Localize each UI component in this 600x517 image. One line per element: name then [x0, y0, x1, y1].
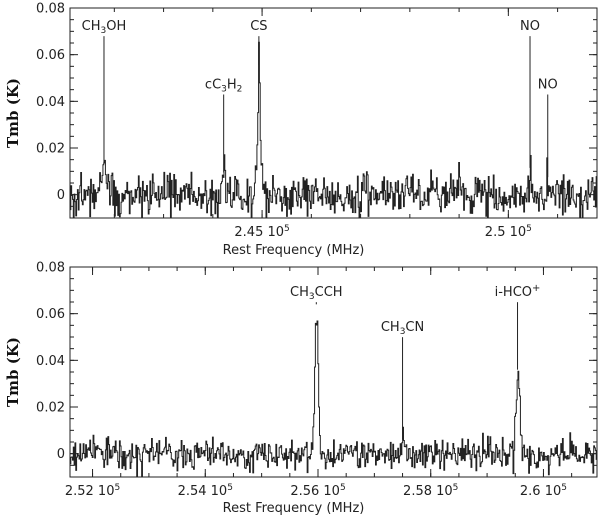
x-tick-label: 2.45 105 — [234, 224, 289, 240]
y-tick-label: 0.04 — [36, 95, 65, 110]
y-tick-label: 0.08 — [36, 2, 65, 17]
top-spectrum-panel: 0 0.02 0.04 0.06 0.08 2.45 105 2.5 105 Rest Fre… — [4, 2, 598, 258]
y-tick-label: 0 — [57, 447, 65, 462]
spectrum-line — [70, 320, 597, 477]
molecule-label: i-HCO+ — [495, 283, 541, 300]
x-axis-title: Rest Frequency (MHz) — [223, 501, 365, 516]
y-tick-label: 0.08 — [36, 261, 65, 276]
x-tick-label: 2.52 105 — [65, 483, 120, 499]
x-tick-label: 2.58 105 — [403, 483, 458, 499]
molecule-label: cC3H2 — [205, 78, 242, 95]
molecule-label: CH3CN — [381, 320, 424, 337]
x-tick-label: 2.6 105 — [520, 483, 567, 499]
x-axis-title: Rest Frequency (MHz) — [223, 243, 365, 258]
bottom-spectrum-panel: 0 0.02 0.04 0.06 0.08 2.52 105 2.54 105 2.56 10… — [4, 261, 598, 516]
y-axis-title: Tmb (K) — [4, 78, 22, 148]
x-tick-label: 2.54 105 — [178, 483, 233, 499]
y-tick-label: 0.02 — [36, 401, 65, 416]
y-axis-title: Tmb (K) — [4, 337, 22, 407]
spectrum-line — [70, 41, 597, 218]
y-tick-label: 0.06 — [36, 48, 65, 63]
y-tick-label: 0.02 — [36, 142, 65, 157]
plot-frame — [69, 7, 598, 219]
x-tick-label: 2.5 105 — [485, 224, 532, 240]
y-tick-label: 0 — [57, 188, 65, 203]
molecule-label: CH3CCH — [290, 285, 343, 302]
y-tick-label: 0.06 — [36, 307, 65, 322]
y-tick-label: 0.04 — [36, 354, 65, 369]
molecule-label: CH3OH — [82, 19, 127, 36]
x-tick-label: 2.56 105 — [290, 483, 345, 499]
molecule-label: CS — [250, 19, 267, 34]
molecule-label: NO — [520, 19, 540, 34]
molecule-label: NO — [538, 78, 558, 93]
